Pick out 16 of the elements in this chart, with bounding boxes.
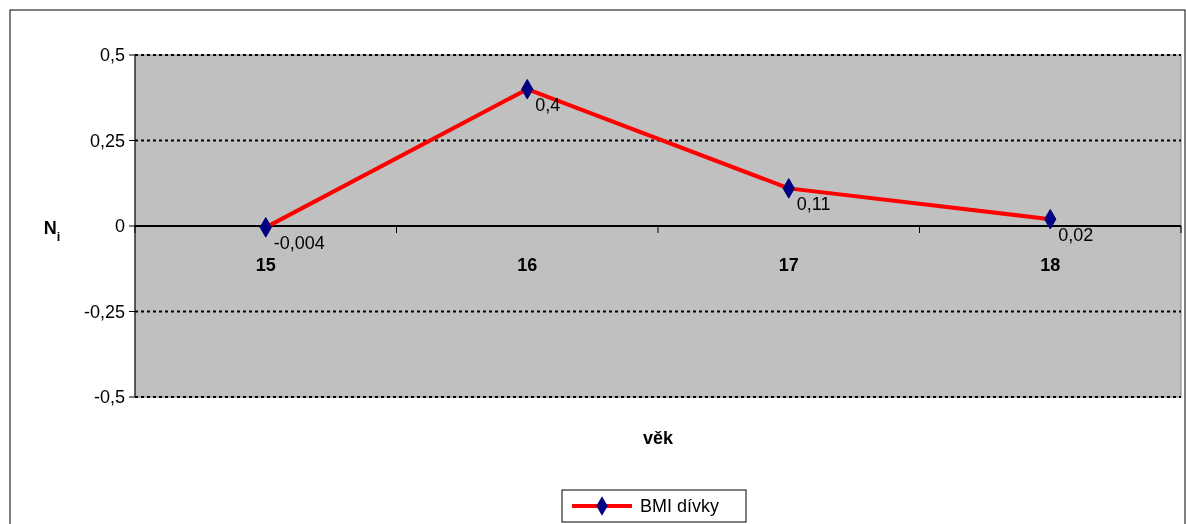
y-tick-label: -0,5 — [93, 387, 125, 408]
y-tick-label: 0,25 — [89, 130, 125, 151]
x-axis-title: věk — [642, 428, 674, 448]
x-tick-label: 18 — [1040, 255, 1061, 275]
data-label: 0,11 — [796, 194, 831, 215]
y-axis-title: N$_{i}$ — [43, 218, 61, 244]
x-tick-label: 16 — [517, 255, 538, 275]
y-tick-label: 0 — [114, 216, 125, 237]
data-label: 0,4 — [535, 95, 561, 116]
x-tick-label: 17 — [778, 255, 799, 275]
y-tick-label: 0,5 — [99, 45, 125, 66]
legend-label: BMI dívky — [640, 496, 720, 517]
data-label: 0,02 — [1058, 225, 1094, 246]
x-tick-label: 15 — [255, 255, 276, 275]
data-label: -0,004 — [273, 233, 325, 254]
y-tick-label: -0,25 — [83, 301, 125, 322]
